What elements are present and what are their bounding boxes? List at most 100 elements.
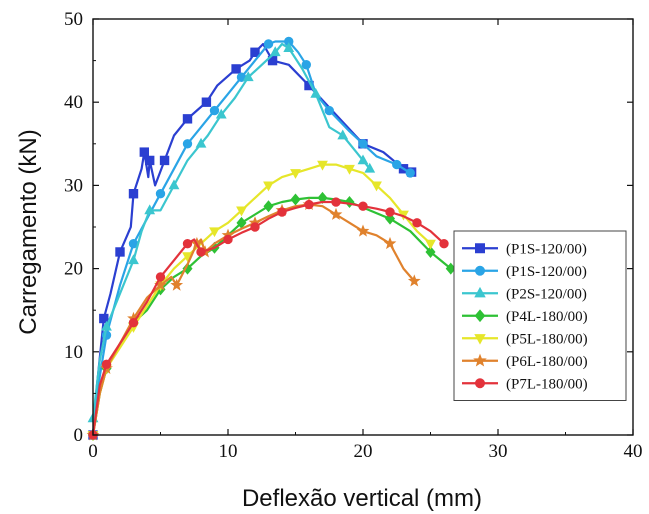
legend-item: (P1S-120/00) bbox=[462, 264, 587, 280]
legend-item: (P6L-180/00) bbox=[462, 353, 588, 370]
data-point bbox=[209, 227, 220, 238]
legend-label: (P1S-120/00) bbox=[506, 264, 587, 280]
data-point bbox=[331, 197, 341, 207]
series-5 bbox=[87, 160, 436, 441]
data-point bbox=[358, 201, 368, 211]
data-point bbox=[128, 189, 139, 199]
data-point bbox=[356, 224, 370, 237]
data-point bbox=[412, 218, 422, 228]
x-tick-label: 0 bbox=[88, 441, 98, 462]
legend: (P1S-120/00) (P1S-120/00) (P2S-120/00) (P4L… bbox=[453, 230, 627, 401]
data-point bbox=[128, 254, 139, 265]
legend-label: (P6L-180/00) bbox=[506, 354, 588, 370]
data-point bbox=[182, 114, 193, 124]
data-point bbox=[139, 147, 150, 157]
legend-marker bbox=[474, 334, 486, 345]
data-point bbox=[215, 108, 227, 119]
legend-item: (P1S-120/00) bbox=[462, 241, 587, 257]
series-line bbox=[91, 200, 445, 436]
data-point bbox=[182, 139, 193, 149]
data-point bbox=[269, 46, 281, 57]
data-point bbox=[304, 199, 314, 210]
y-tick-label: 50 bbox=[64, 9, 83, 30]
legend-item: (P2S-120/00) bbox=[462, 286, 587, 302]
data-point bbox=[263, 39, 274, 49]
x-tick-label: 30 bbox=[489, 441, 508, 462]
data-point bbox=[168, 179, 180, 190]
data-point bbox=[425, 245, 436, 258]
data-point bbox=[182, 238, 193, 249]
y-axis-title: Carregamento (kN) bbox=[15, 129, 42, 334]
data-point bbox=[310, 87, 322, 98]
data-point bbox=[383, 236, 397, 250]
legend-marker bbox=[474, 265, 485, 276]
legend-marker bbox=[474, 378, 485, 389]
legend-label: (P4L-180/00) bbox=[506, 309, 588, 325]
data-point bbox=[115, 247, 125, 257]
legend-item: (P5L-180/00) bbox=[462, 331, 588, 347]
y-tick-label: 0 bbox=[74, 425, 84, 446]
data-point bbox=[317, 160, 328, 171]
series-2 bbox=[88, 36, 415, 440]
data-point bbox=[236, 206, 247, 217]
series-line bbox=[91, 42, 413, 436]
data-point bbox=[439, 238, 449, 249]
legend-label: (P7L-180/00) bbox=[506, 376, 588, 392]
data-point bbox=[196, 247, 206, 257]
data-point bbox=[223, 234, 233, 245]
data-point bbox=[242, 71, 254, 82]
data-point bbox=[337, 129, 349, 140]
data-point bbox=[357, 154, 369, 165]
legend-label: (P1S-120/00) bbox=[506, 241, 587, 257]
series-7 bbox=[88, 197, 449, 440]
legend-marker bbox=[473, 353, 487, 367]
data-point bbox=[263, 181, 274, 192]
data-point bbox=[128, 317, 139, 328]
data-point bbox=[290, 193, 301, 206]
data-point bbox=[425, 239, 436, 250]
data-point bbox=[201, 97, 212, 107]
y-tick-label: 10 bbox=[64, 342, 83, 363]
data-point bbox=[283, 42, 295, 52]
y-tick-label: 20 bbox=[64, 259, 83, 280]
x-tick-label: 40 bbox=[624, 441, 643, 462]
data-point bbox=[159, 155, 170, 166]
data-point bbox=[358, 139, 368, 149]
plot-area bbox=[86, 36, 456, 441]
data-point bbox=[182, 262, 193, 275]
data-point bbox=[407, 274, 421, 287]
data-point bbox=[405, 168, 415, 178]
data-point bbox=[317, 191, 328, 204]
data-point bbox=[277, 207, 287, 217]
data-point bbox=[385, 207, 395, 217]
series-line bbox=[91, 42, 371, 419]
data-point bbox=[155, 272, 166, 282]
data-point bbox=[231, 64, 241, 74]
legend-label: (P5L-180/00) bbox=[506, 331, 588, 347]
data-point bbox=[99, 313, 109, 324]
data-point bbox=[324, 105, 334, 116]
series-line bbox=[91, 40, 411, 436]
data-point bbox=[301, 60, 312, 70]
series-line bbox=[91, 203, 416, 436]
x-tick-label: 10 bbox=[219, 441, 238, 462]
series-line bbox=[91, 163, 432, 436]
data-point bbox=[290, 169, 301, 179]
y-tick-label: 40 bbox=[64, 92, 83, 113]
data-point bbox=[392, 159, 402, 170]
legend-item: (P7L-180/00) bbox=[462, 376, 588, 392]
data-point bbox=[144, 155, 155, 166]
series-4 bbox=[87, 191, 456, 441]
data-point bbox=[250, 47, 260, 57]
data-point bbox=[144, 204, 156, 215]
data-point bbox=[329, 207, 343, 220]
data-point bbox=[101, 320, 112, 331]
legend-label: (P2S-120/00) bbox=[506, 286, 587, 302]
axes: 0 10 20 30 40 0 10 20 30 40 50 bbox=[64, 9, 643, 462]
legend-marker bbox=[474, 243, 485, 254]
data-point bbox=[101, 359, 112, 369]
data-point bbox=[364, 162, 376, 173]
data-point bbox=[344, 164, 355, 175]
data-point bbox=[344, 196, 355, 209]
